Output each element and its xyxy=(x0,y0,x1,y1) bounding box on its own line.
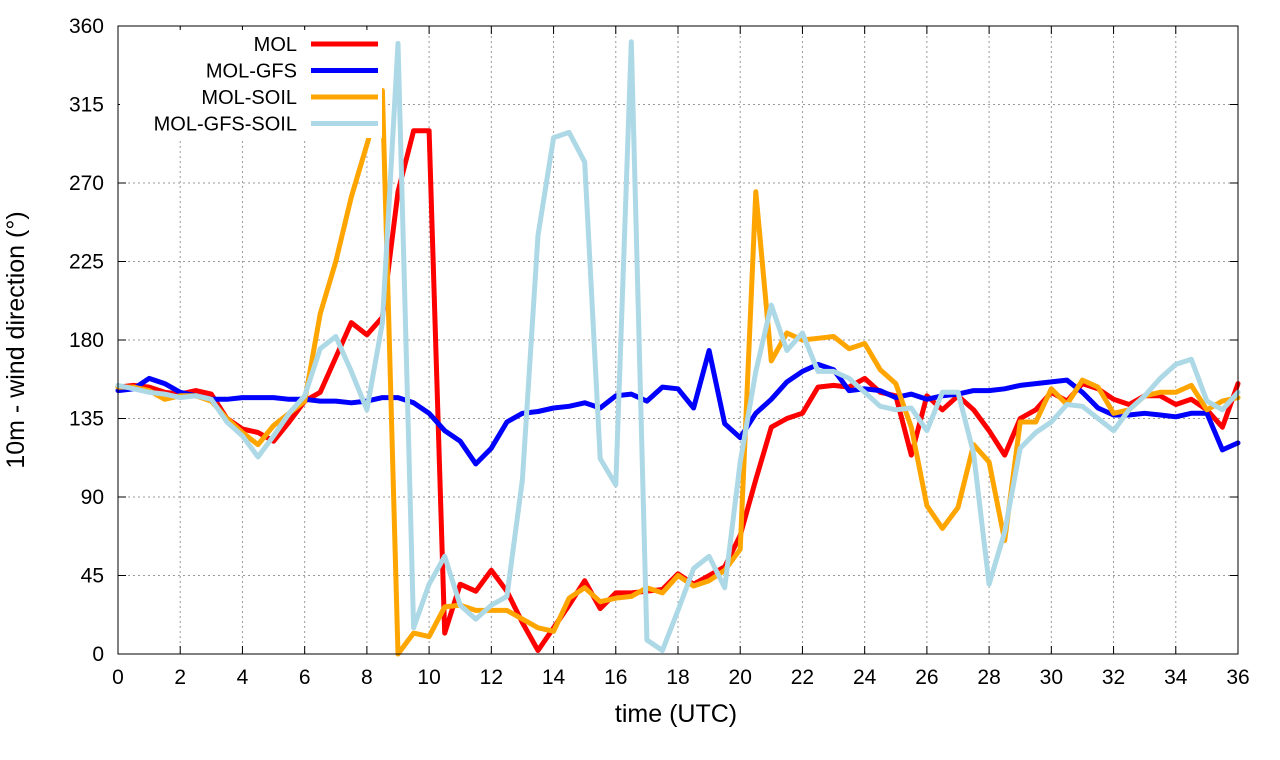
y-tick-label: 0 xyxy=(92,643,104,666)
y-tick-label: 135 xyxy=(69,408,104,431)
series-line-mol-gfs-soil xyxy=(115,39,1241,653)
x-tick-label: 32 xyxy=(1102,666,1125,689)
x-tick-label: 36 xyxy=(1226,666,1249,689)
y-tick-label: 180 xyxy=(69,329,104,352)
x-tick-label: 6 xyxy=(299,666,311,689)
legend-background xyxy=(120,30,382,138)
series-layer xyxy=(115,39,1241,657)
y-tick-label: 315 xyxy=(69,94,104,117)
x-tick-label: 28 xyxy=(977,666,1000,689)
series-line-mol-soil xyxy=(115,88,1241,657)
legend-label: MOL-SOIL xyxy=(201,87,297,109)
y-tick-label: 225 xyxy=(69,251,104,274)
x-tick-label: 0 xyxy=(112,666,124,689)
legend-label: MOL-GFS xyxy=(206,61,297,83)
x-tick-label: 34 xyxy=(1164,666,1188,689)
legend-label: MOL xyxy=(254,34,297,56)
x-tick-label: 30 xyxy=(1040,666,1063,689)
x-tick-label: 20 xyxy=(729,666,752,689)
legend-label: MOL-GFS-SOIL xyxy=(154,114,297,136)
legend: MOL MOL-GFS MOL-SOIL MOL-GFS-SOIL xyxy=(120,30,382,138)
x-axis-title: time (UTC) xyxy=(615,700,737,728)
x-tick-label: 14 xyxy=(542,666,566,689)
y-tick-label: 270 xyxy=(69,172,104,195)
grid xyxy=(118,26,1238,654)
x-tick-label: 16 xyxy=(604,666,627,689)
x-tick-label: 4 xyxy=(237,666,249,689)
x-tick-label: 24 xyxy=(853,666,877,689)
x-tick-label: 8 xyxy=(361,666,373,689)
x-tick-label: 12 xyxy=(480,666,503,689)
x-tick-label: 26 xyxy=(915,666,938,689)
y-tick-label: 45 xyxy=(81,565,104,588)
y-tick-label: 360 xyxy=(69,15,104,38)
x-tick-label: 22 xyxy=(791,666,814,689)
y-tick-label: 90 xyxy=(81,486,104,509)
y-axis-title: 10m - wind direction (°) xyxy=(2,211,30,468)
x-tick-label: 18 xyxy=(666,666,689,689)
x-tick-label: 2 xyxy=(174,666,186,689)
x-tick-label: 10 xyxy=(417,666,440,689)
